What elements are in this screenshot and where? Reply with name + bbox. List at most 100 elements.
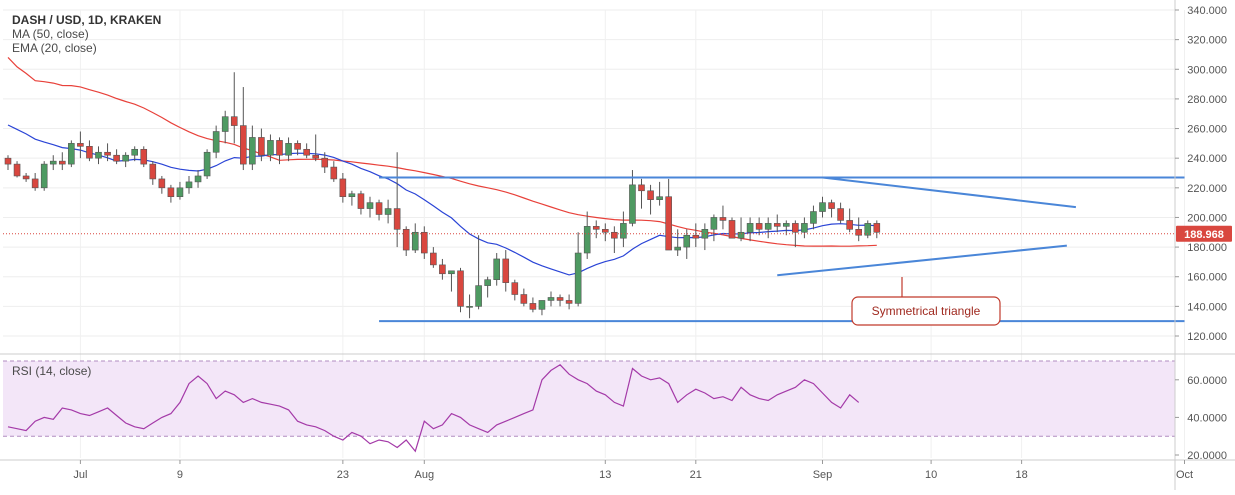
candle-body (837, 208, 844, 221)
candle-body (221, 116, 229, 132)
candle-body (411, 231, 419, 251)
candle-body (692, 234, 700, 239)
candle-body (819, 202, 826, 212)
candle-body (294, 143, 301, 150)
candle-body (113, 154, 120, 162)
x-tick-label: 21 (690, 469, 702, 481)
ema20-legend: EMA (20, close) (12, 41, 97, 55)
candle-body (258, 137, 265, 156)
ma50-legend: MA (50, close) (12, 27, 89, 41)
candle-body (439, 264, 446, 275)
candle-body (167, 187, 175, 198)
candle-body (764, 223, 772, 230)
candle-body (122, 154, 129, 162)
candle-body (457, 270, 464, 307)
candle-body (620, 223, 627, 239)
candle-body (430, 252, 437, 266)
rsi-band (3, 361, 1175, 437)
candle-body (158, 178, 166, 189)
rsi-title: RSI (14, close) (12, 364, 92, 378)
y-tick-label: 340.000 (1187, 5, 1227, 17)
candle-body (77, 143, 84, 147)
candle-body (230, 116, 238, 126)
candle-body (864, 223, 872, 236)
candle-body (873, 223, 881, 233)
candle-body (312, 154, 320, 159)
candle-body (249, 137, 256, 165)
candle-body (357, 193, 365, 209)
candle-body (683, 234, 691, 248)
candle-body (240, 125, 247, 165)
candle-body (475, 285, 482, 307)
x-tick-label: 13 (599, 469, 611, 481)
chart-title: DASH / USD, 1D, KRAKEN (12, 13, 162, 27)
triangle-lower-line (777, 244, 1067, 277)
candle-body (366, 202, 374, 209)
x-tick-label: 10 (925, 469, 937, 481)
candle-body (13, 163, 21, 177)
candle-body (40, 163, 48, 189)
candle-body (484, 279, 491, 286)
candle-body (746, 223, 754, 233)
candle-body (665, 196, 672, 251)
candle-body (629, 184, 636, 224)
candle-body (773, 223, 781, 227)
candle-body (801, 223, 808, 233)
candle-body (538, 300, 546, 310)
candle-body (104, 151, 111, 156)
candle-body (710, 217, 718, 230)
candle-body (149, 163, 157, 180)
candle-body (674, 246, 682, 251)
candle-body (583, 226, 591, 254)
annotation-label: Symmetrical triangle (872, 304, 981, 318)
candle-body (285, 143, 292, 156)
candle-body (493, 258, 501, 280)
candle-body (68, 143, 75, 165)
candle-body (321, 157, 329, 168)
x-tick-label: Aug (415, 469, 435, 481)
candle-body (737, 231, 745, 239)
candle-body (701, 229, 709, 239)
candle-body (58, 160, 66, 165)
candle-body (601, 229, 609, 233)
candle-body (384, 208, 392, 215)
y-tick-label: 260.000 (1187, 124, 1227, 136)
y-tick-label: 140.000 (1187, 301, 1227, 313)
y-tick-label: 280.000 (1187, 94, 1227, 106)
candle-body (728, 220, 736, 239)
candle-body (511, 282, 519, 295)
rsi-y-tick-label: 60.0000 (1187, 375, 1227, 387)
candle-body (131, 148, 138, 156)
candle-body (420, 231, 428, 254)
candle-body (574, 252, 582, 304)
candle-body (466, 306, 473, 308)
candle-body (448, 270, 455, 275)
candle-body (755, 223, 763, 230)
candle-body (638, 184, 645, 192)
candle-body (348, 193, 356, 198)
candle-body (339, 178, 347, 198)
candle-body (611, 231, 618, 239)
candle-body (203, 151, 211, 177)
triangle-upper-line (822, 176, 1077, 209)
candle-body (402, 229, 410, 251)
y-tick-label: 220.000 (1187, 183, 1227, 195)
candle-body (565, 300, 573, 304)
candle-body (185, 181, 193, 189)
candle-body (267, 140, 274, 156)
candle-body (547, 297, 555, 301)
last-price-box (1176, 225, 1232, 242)
annotation-box (851, 296, 1001, 326)
candle-body (792, 223, 799, 233)
candle-body (176, 187, 184, 198)
y-tick-label: 300.000 (1187, 64, 1227, 76)
candle-body (810, 211, 817, 224)
candle-body (656, 196, 663, 200)
candle-body (303, 148, 310, 156)
candle-body (782, 223, 790, 227)
y-tick-label: 160.000 (1187, 272, 1227, 284)
rsi-line (7, 364, 860, 453)
candle-body (393, 208, 401, 230)
